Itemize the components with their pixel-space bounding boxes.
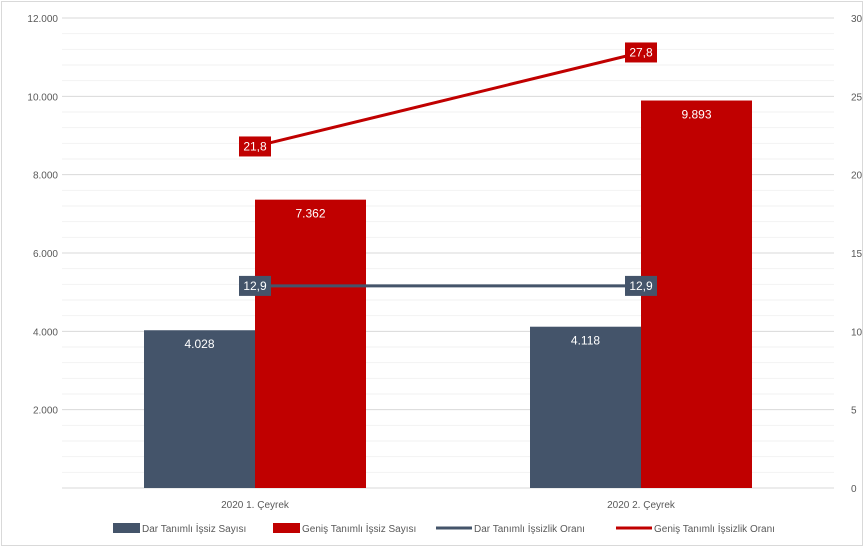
left-axis-tick-label: 6.000 <box>33 249 58 260</box>
legend: Dar Tanımlı İşsiz Sayısı Geniş Tanımlı İş… <box>113 522 775 535</box>
line-data-label: 21,8 <box>243 139 267 153</box>
legend-label: Geniş Tanımlı İşsiz Sayısı <box>302 522 416 535</box>
legend-swatch <box>113 523 140 533</box>
right-axis-tick-label: 15 <box>851 249 863 260</box>
line-data-label: 12,9 <box>629 279 653 293</box>
bar-genis-tanimli-issiz <box>641 100 752 488</box>
bar-data-label: 4.028 <box>184 337 214 351</box>
right-axis-tick-label: 5 <box>851 406 857 417</box>
left-axis-tick-label: 2.000 <box>33 406 58 417</box>
bar-data-label: 9.893 <box>681 108 711 122</box>
right-axis-tick-label: 30 <box>851 14 863 25</box>
legend-label: Dar Tanımlı İşsizlik Oranı <box>474 522 585 535</box>
line-data-label: 27,8 <box>629 45 653 59</box>
legend-label: Geniş Tanımlı İşsizlik Oranı <box>654 522 775 535</box>
bar-genis-tanimli-issiz <box>255 199 366 488</box>
left-axis-tick-label: 12.000 <box>27 14 58 25</box>
left-axis-tick-label: 10.000 <box>27 92 58 103</box>
right-axis-tick-label: 25 <box>851 92 863 103</box>
bar-data-label: 4.118 <box>571 334 600 348</box>
right-axis-tick-label: 10 <box>851 327 863 338</box>
line-data-label: 12,9 <box>243 279 267 293</box>
legend-swatch <box>273 523 300 533</box>
category-label: 2020 2. Çeyrek <box>607 500 676 511</box>
bar-data-label: 7.362 <box>295 207 325 221</box>
bar-dar-tanimli-issiz <box>144 330 255 488</box>
line-label-box <box>239 275 271 296</box>
line-label-box <box>625 275 657 296</box>
right-axis: 0 5 10 15 20 25 30 <box>851 14 863 495</box>
left-axis-tick-label: 4.000 <box>33 327 58 338</box>
legend-label: Dar Tanımlı İşsiz Sayısı <box>142 522 246 535</box>
line-label-box <box>239 136 271 157</box>
bars: 4.028 4.118 7.362 9.893 <box>144 100 752 488</box>
line-label-box <box>625 42 657 63</box>
right-axis-tick-label: 20 <box>851 171 863 182</box>
line-genis-tanimli-oran <box>254 51 642 148</box>
left-axis: 2.000 4.000 6.000 8.000 10.000 12.000 <box>27 14 58 417</box>
category-label: 2020 1. Çeyrek <box>221 500 290 511</box>
lines: 12,9 12,9 21,8 27,8 <box>239 42 657 296</box>
bar-dar-tanimli-issiz <box>530 326 641 488</box>
right-axis-tick-label: 0 <box>851 484 857 495</box>
category-labels: 2020 1. Çeyrek 2020 2. Çeyrek <box>221 500 676 511</box>
left-axis-tick-label: 8.000 <box>33 171 58 182</box>
